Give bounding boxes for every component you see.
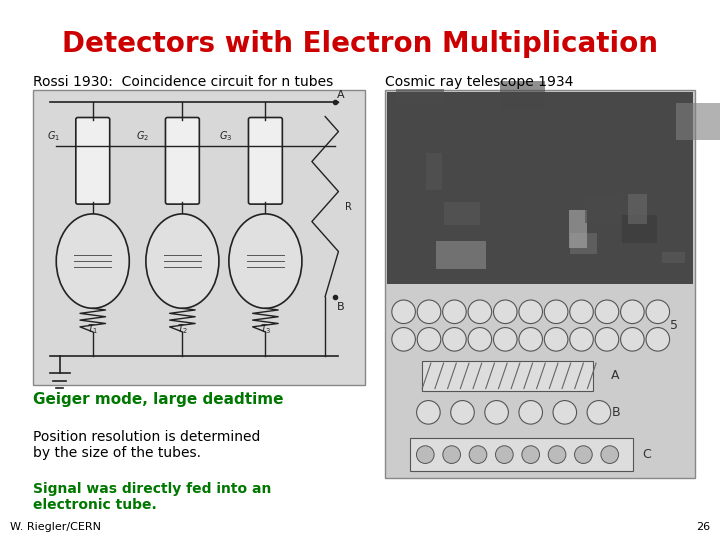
Text: W. Riegler/CERN: W. Riegler/CERN: [10, 522, 101, 532]
Circle shape: [418, 328, 441, 351]
Bar: [387, 92, 693, 284]
Circle shape: [485, 401, 508, 424]
Circle shape: [519, 401, 542, 424]
Circle shape: [522, 446, 539, 463]
Circle shape: [468, 300, 492, 323]
Bar: [396, 89, 444, 105]
Text: 26: 26: [696, 522, 710, 532]
Bar: [570, 233, 597, 254]
Circle shape: [469, 446, 487, 463]
Circle shape: [570, 300, 593, 323]
Text: B: B: [337, 301, 345, 312]
Text: Rossi 1930:  Coincidence circuit for n tubes: Rossi 1930: Coincidence circuit for n tu…: [33, 75, 333, 89]
Circle shape: [493, 328, 517, 351]
Ellipse shape: [146, 214, 219, 308]
Text: A: A: [611, 369, 620, 382]
Circle shape: [519, 300, 542, 323]
FancyBboxPatch shape: [76, 118, 109, 204]
Text: $G_3$: $G_3$: [219, 129, 233, 143]
Bar: [410, 438, 633, 471]
FancyBboxPatch shape: [166, 118, 199, 204]
Text: 5: 5: [670, 319, 678, 332]
Bar: [422, 361, 593, 390]
Circle shape: [493, 300, 517, 323]
Text: Detectors with Electron Multiplication: Detectors with Electron Multiplication: [62, 30, 658, 58]
Text: $T_3$: $T_3$: [259, 322, 271, 336]
Circle shape: [646, 328, 670, 351]
Circle shape: [595, 300, 618, 323]
Bar: [500, 81, 545, 109]
Text: A: A: [337, 90, 345, 100]
Bar: [585, 197, 621, 223]
Circle shape: [392, 328, 415, 351]
Circle shape: [553, 401, 577, 424]
Circle shape: [544, 328, 568, 351]
Circle shape: [417, 401, 440, 424]
Bar: [629, 194, 647, 225]
Circle shape: [443, 328, 467, 351]
Bar: [676, 103, 720, 140]
Circle shape: [443, 446, 461, 463]
Circle shape: [468, 328, 492, 351]
Ellipse shape: [229, 214, 302, 308]
Circle shape: [392, 300, 415, 323]
FancyBboxPatch shape: [248, 118, 282, 204]
Bar: [436, 240, 486, 268]
Circle shape: [570, 328, 593, 351]
Circle shape: [451, 401, 474, 424]
Circle shape: [601, 446, 618, 463]
Circle shape: [544, 300, 568, 323]
Circle shape: [416, 446, 434, 463]
Text: Position resolution is determined
by the size of the tubes.: Position resolution is determined by the…: [33, 430, 261, 460]
Text: Cosmic ray telescope 1934: Cosmic ray telescope 1934: [385, 75, 573, 89]
Text: C: C: [642, 448, 651, 461]
Bar: [621, 215, 657, 243]
Bar: [570, 210, 587, 248]
Bar: [662, 252, 685, 263]
Circle shape: [646, 300, 670, 323]
Text: $G_2$: $G_2$: [136, 129, 150, 143]
Text: $T_1$: $T_1$: [87, 322, 99, 336]
Text: $T_2$: $T_2$: [176, 322, 188, 336]
Bar: [426, 153, 442, 191]
Circle shape: [548, 446, 566, 463]
Text: $G_1$: $G_1$: [47, 129, 60, 143]
Circle shape: [595, 328, 618, 351]
Circle shape: [443, 300, 467, 323]
Circle shape: [495, 446, 513, 463]
Circle shape: [587, 401, 611, 424]
Circle shape: [418, 300, 441, 323]
Bar: [385, 90, 695, 478]
Circle shape: [575, 446, 593, 463]
Text: Signal was directly fed into an
electronic tube.: Signal was directly fed into an electron…: [33, 482, 271, 512]
Bar: [33, 90, 365, 385]
Bar: [444, 201, 480, 225]
Text: R: R: [345, 201, 352, 212]
Text: B: B: [611, 406, 620, 419]
Ellipse shape: [56, 214, 130, 308]
Circle shape: [621, 300, 644, 323]
Circle shape: [519, 328, 542, 351]
Text: Geiger mode, large deadtime: Geiger mode, large deadtime: [33, 392, 284, 407]
Circle shape: [621, 328, 644, 351]
